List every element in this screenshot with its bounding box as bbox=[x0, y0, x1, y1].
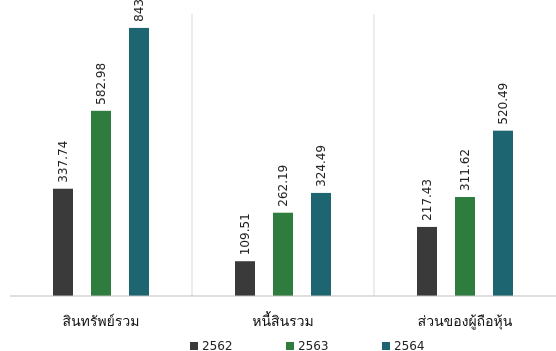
legend: 2562 2563 2564 bbox=[190, 339, 425, 351]
category-label: สินทรัพย์รวม bbox=[63, 313, 140, 330]
value-labels: 337.74 582.98 843.98 109.51 262.19 324.49 217.… bbox=[56, 0, 510, 255]
bar-2563-2 bbox=[273, 212, 293, 296]
bar-2564-3 bbox=[493, 130, 513, 296]
value-label: 311.62 bbox=[458, 149, 472, 191]
legend-label: 2563 bbox=[298, 339, 329, 351]
bar-2562-1 bbox=[53, 188, 73, 296]
value-label: 520.49 bbox=[496, 83, 510, 125]
value-label: 109.51 bbox=[238, 213, 252, 255]
legend-label: 2562 bbox=[202, 339, 233, 351]
bar-2564-1 bbox=[129, 27, 149, 297]
value-label: 324.49 bbox=[314, 145, 328, 187]
value-label: 262.19 bbox=[276, 165, 290, 207]
value-label: 843.98 bbox=[132, 0, 146, 22]
category-label: หนี้สินรวม bbox=[252, 311, 314, 330]
legend-swatch bbox=[190, 342, 198, 350]
value-label: 337.74 bbox=[56, 141, 70, 183]
value-label: 217.43 bbox=[420, 179, 434, 221]
value-label: 582.98 bbox=[94, 63, 108, 105]
bar-2563-3 bbox=[455, 197, 475, 296]
bar-2564-2 bbox=[311, 192, 331, 296]
category-labels: สินทรัพย์รวม หนี้สินรวม ส่วนของผู้ถือหุ้น bbox=[63, 311, 513, 330]
bar-2562-3 bbox=[417, 226, 437, 296]
bars bbox=[53, 27, 513, 297]
bar-2563-1 bbox=[91, 110, 111, 296]
category-label: ส่วนของผู้ถือหุ้น bbox=[418, 314, 513, 330]
legend-swatch bbox=[286, 342, 294, 350]
category-dividers bbox=[191, 14, 375, 296]
legend-label: 2564 bbox=[394, 339, 425, 351]
legend-swatch bbox=[382, 342, 390, 350]
bar-2562-2 bbox=[235, 261, 255, 296]
